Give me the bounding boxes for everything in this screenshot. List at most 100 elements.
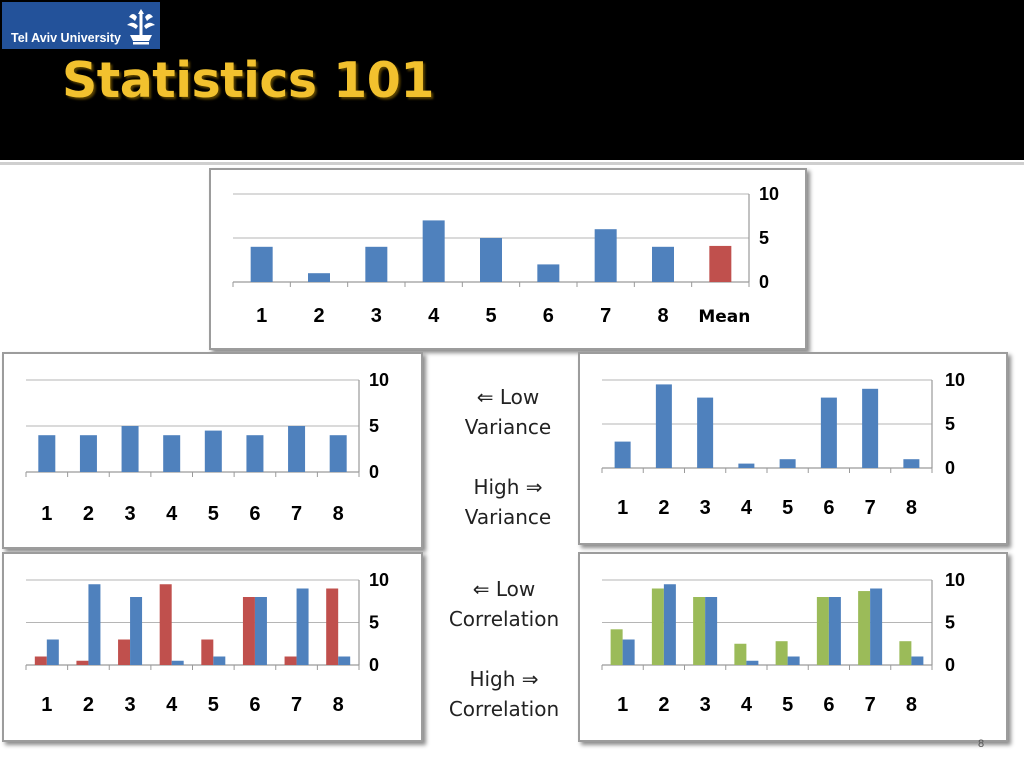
high-correlation-chart: 1 2 3 4 5 6 7 8 0 5 10 [601,570,965,716]
bar [329,435,347,472]
bar [171,660,184,665]
x-tick-label: 8 [333,694,344,716]
x-tick-label: 8 [333,503,344,525]
bar [246,435,264,472]
high-variance-chart: 1 2 3 4 5 6 7 8 0 5 10 [601,370,965,519]
bar [46,639,59,665]
slide-title: Statistics 101 [62,52,434,109]
bar [34,656,47,665]
low-correlation-label: Correlation [448,607,560,631]
bar [816,597,829,665]
y-tick-label: 0 [369,462,379,482]
x-tick-label: 3 [125,503,136,525]
bar [862,388,879,468]
bar [537,264,560,282]
x-tick-label: 1 [256,305,267,327]
y-tick-label: 10 [945,570,965,590]
x-tick-label: 3 [700,497,711,519]
high-variance-chart-panel: 1 2 3 4 5 6 7 8 0 5 10 [578,352,1008,545]
x-tick-label: 6 [249,694,260,716]
bar [76,660,89,665]
bar [705,597,718,665]
bar [693,597,706,665]
x-tick-label: 8 [657,305,668,327]
bar [899,641,912,665]
slide-header [0,0,1024,160]
x-tick-label: 8 [906,497,917,519]
bar [284,656,297,665]
bar [911,656,924,665]
bar [121,426,139,472]
bar [775,641,788,665]
correlation-caption: ⇐ Low Correlation High ⇒ Correlation [429,574,579,724]
variance-caption: ⇐ Low Variance High ⇒ Variance [433,382,583,532]
university-logo: Tel Aviv University [2,2,160,49]
low-variance-label: Variance [464,415,552,439]
x-tick-label: 7 [865,497,876,519]
tel-aviv-university-emblem-icon [127,9,155,45]
bar [734,643,747,665]
x-tick-label: 5 [782,694,793,716]
bar [326,588,339,665]
bar [903,459,920,468]
y-tick-label: 5 [945,414,955,434]
x-tick-label: 4 [428,305,440,327]
x-tick-label: 6 [249,503,260,525]
bar [614,441,631,468]
x-tick-label: 2 [313,305,324,327]
low-correlation-chart-panel: 1 2 3 4 5 6 7 8 0 5 10 [2,552,423,742]
x-tick-label: 3 [371,305,382,327]
bar [787,656,800,665]
bar [746,660,759,665]
y-tick-label: 0 [369,655,379,675]
bar [651,588,664,665]
bar [213,656,226,665]
y-tick-label: 10 [759,184,779,204]
bar [870,588,883,665]
y-tick-label: 5 [369,416,379,436]
bar [296,588,309,665]
caption-spacer [429,634,579,664]
bar [480,238,502,282]
bar [288,426,306,472]
bar [422,220,445,282]
bar [118,639,131,665]
x-tick-label: 2 [658,694,669,716]
y-tick-label: 10 [945,370,965,390]
mean-chart-panel: 1 2 3 4 5 6 7 8 Mean 0 5 10 [209,168,807,350]
high-correlation-arrow-label: High ⇒ [469,667,539,691]
y-tick-label: 0 [759,272,769,292]
header-divider [0,162,1024,165]
x-tick-label: 8 [906,694,917,716]
x-tick-label: 1 [617,694,628,716]
x-tick-label: 5 [208,694,219,716]
bar [308,273,330,282]
bar [622,639,635,665]
bar [365,246,388,282]
x-tick-label: 3 [125,694,136,716]
y-tick-label: 5 [369,613,379,633]
bar [828,597,841,665]
bar [159,584,172,665]
x-tick-label: 1 [41,503,52,525]
x-tick-label: 5 [208,503,219,525]
low-correlation-chart: 1 2 3 4 5 6 7 8 0 5 10 [25,570,389,716]
logo-text: Tel Aviv University [11,31,121,45]
y-tick-label: 5 [945,613,955,633]
y-tick-label: 0 [945,655,955,675]
bar [130,597,143,665]
bar [820,397,837,468]
high-correlation-label: Correlation [448,697,560,721]
x-tick-label: 2 [83,503,94,525]
mean-chart: 1 2 3 4 5 6 7 8 Mean 0 5 10 [232,184,779,327]
x-tick-label: 3 [700,694,711,716]
bar [610,629,623,665]
x-tick-label: 7 [865,694,876,716]
x-tick-label: 7 [600,305,611,327]
bar [697,397,714,468]
x-tick-label: 4 [741,497,753,519]
bar [254,597,267,665]
bar [38,435,56,472]
high-correlation-chart-panel: 1 2 3 4 5 6 7 8 0 5 10 [578,552,1008,742]
page-number: 8 [978,738,985,750]
